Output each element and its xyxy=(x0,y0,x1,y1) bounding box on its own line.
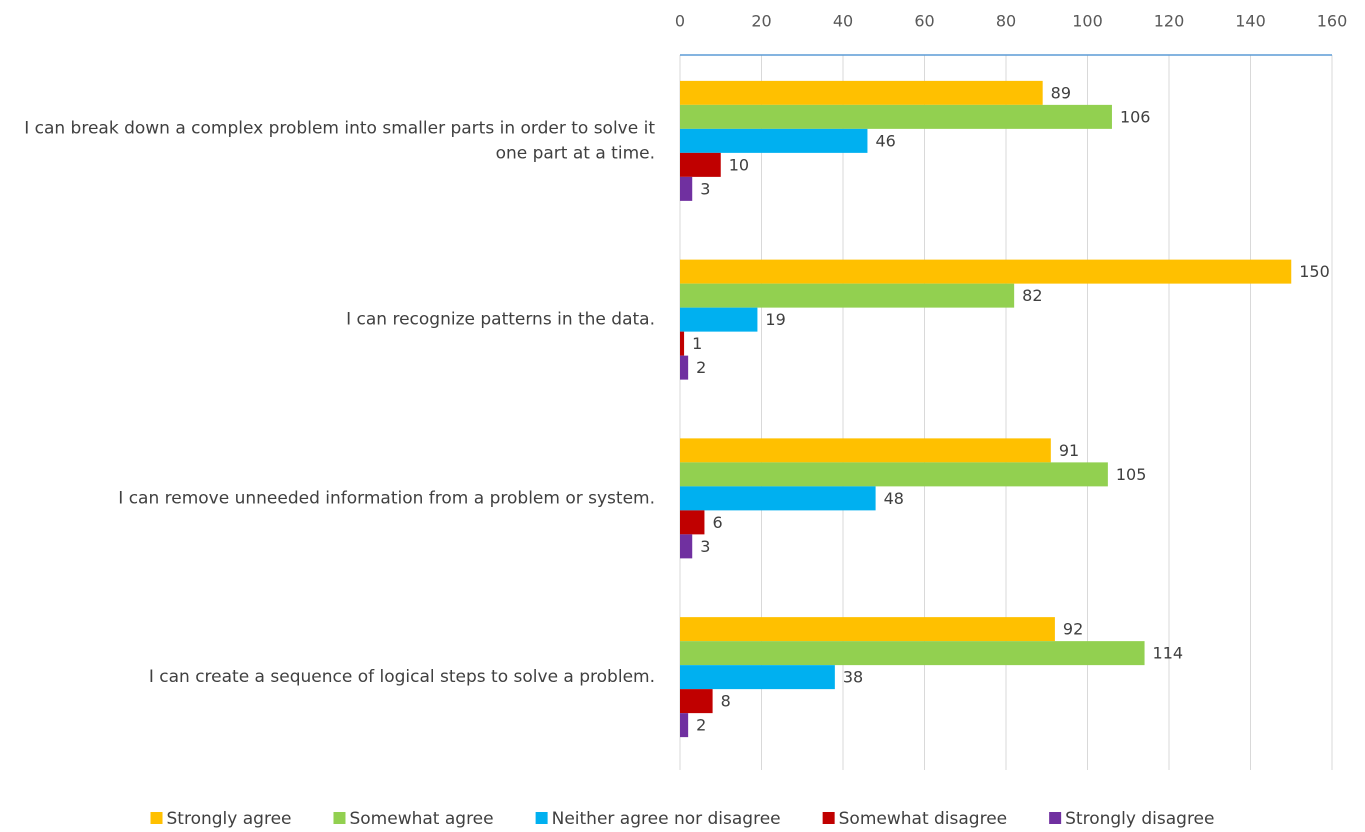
data-label: 48 xyxy=(884,489,904,508)
bar xyxy=(680,510,705,535)
bar xyxy=(680,713,689,738)
bar xyxy=(680,462,1108,487)
bar xyxy=(680,355,689,380)
category-label: I can create a sequence of logical steps… xyxy=(149,667,655,687)
x-tick-label: 60 xyxy=(914,12,934,31)
bar xyxy=(680,331,685,356)
legend-swatch xyxy=(333,812,346,824)
x-tick-label: 40 xyxy=(833,12,853,31)
legend-label: Somewhat agree xyxy=(349,809,493,829)
bar xyxy=(680,438,1051,463)
bar xyxy=(680,152,721,177)
bar xyxy=(680,283,1015,308)
legend-label: Strongly agree xyxy=(167,809,292,829)
data-label: 105 xyxy=(1116,465,1147,484)
data-label: 92 xyxy=(1063,620,1083,639)
data-label: 89 xyxy=(1051,83,1071,102)
legend-label: Somewhat disagree xyxy=(839,809,1008,829)
legend-label: Strongly disagree xyxy=(1065,809,1214,829)
x-tick-label: 120 xyxy=(1154,12,1185,31)
x-tick-label: 80 xyxy=(996,12,1016,31)
bar xyxy=(680,128,868,153)
data-label: 150 xyxy=(1299,262,1330,281)
category-label: I can remove unneeded information from a… xyxy=(118,488,655,508)
data-label: 91 xyxy=(1059,441,1079,460)
data-label: 46 xyxy=(875,131,895,150)
bar xyxy=(680,176,693,201)
data-label: 6 xyxy=(712,513,722,532)
bar xyxy=(680,259,1292,284)
category-label: I can break down a complex problem into … xyxy=(24,118,655,163)
data-label: 1 xyxy=(692,334,702,353)
x-tick-label: 140 xyxy=(1235,12,1266,31)
bar xyxy=(680,80,1043,105)
data-label: 3 xyxy=(700,179,710,198)
legend-label: Neither agree nor disagree xyxy=(552,809,781,829)
data-label: 8 xyxy=(721,692,731,711)
x-tick-label: 0 xyxy=(675,12,685,31)
data-label: 114 xyxy=(1153,644,1184,663)
legend-swatch xyxy=(1049,812,1062,824)
bar xyxy=(680,617,1055,642)
x-tick-label: 20 xyxy=(751,12,771,31)
data-label: 82 xyxy=(1022,286,1042,305)
legend-swatch xyxy=(535,812,548,824)
data-label: 19 xyxy=(765,310,785,329)
legend: Strongly agree Somewhat agree Neither agre… xyxy=(150,809,1214,829)
bar xyxy=(680,665,835,690)
data-label: 106 xyxy=(1120,107,1151,126)
data-label: 2 xyxy=(696,358,706,377)
x-tick-label: 160 xyxy=(1317,12,1348,31)
data-label: 10 xyxy=(729,155,749,174)
legend-swatch xyxy=(822,812,835,824)
bar xyxy=(680,104,1112,129)
category-label: I can recognize patterns in the data. xyxy=(346,310,655,330)
x-tick-label: 100 xyxy=(1072,12,1103,31)
bar xyxy=(680,641,1145,666)
data-label: 2 xyxy=(696,716,706,735)
bar xyxy=(680,689,713,714)
data-label: 3 xyxy=(700,537,710,556)
bar xyxy=(680,486,876,511)
bar xyxy=(680,307,758,332)
data-label: 38 xyxy=(843,668,863,687)
bar xyxy=(680,534,693,559)
legend-swatch xyxy=(150,812,163,824)
